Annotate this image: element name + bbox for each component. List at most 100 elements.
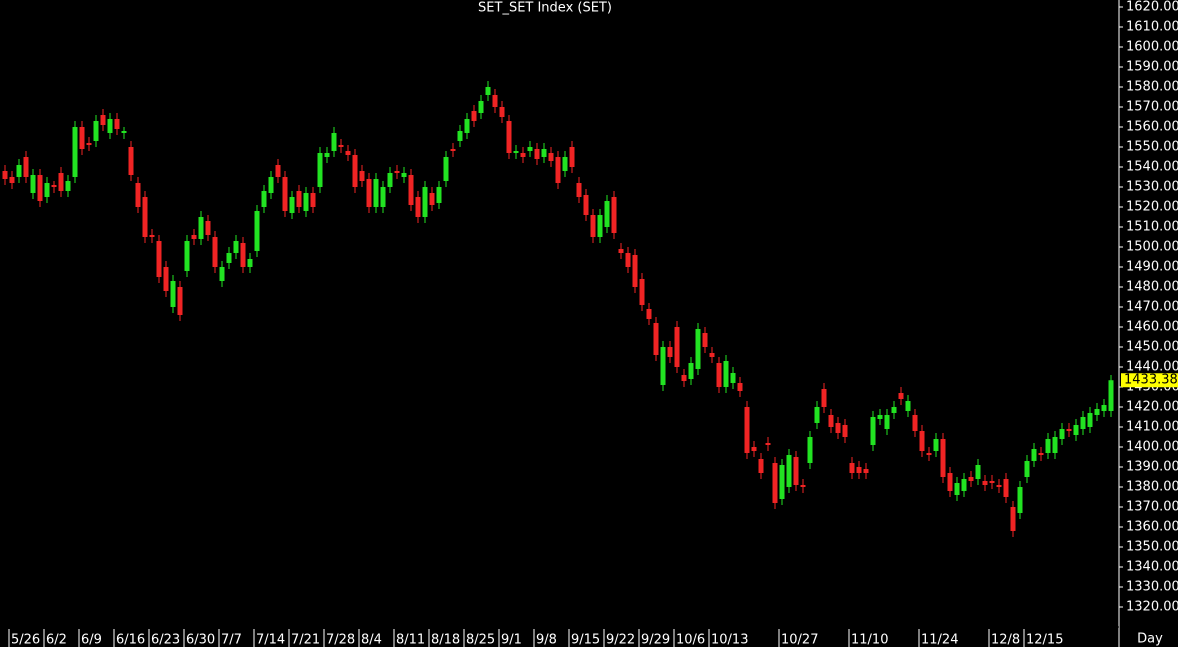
candle-body [51, 185, 57, 187]
candle-body [884, 415, 890, 429]
x-tick-label: 7/7 [221, 633, 242, 647]
candle-body [254, 211, 260, 251]
candle-body [982, 481, 988, 485]
candle-body [2, 171, 8, 179]
candle-body [513, 151, 519, 153]
candle-body [506, 121, 512, 153]
candle-body [758, 459, 764, 473]
candle-body [310, 193, 316, 207]
y-tick-label: 1420.00 [1126, 400, 1178, 415]
candle-body [415, 197, 421, 217]
candle-body [184, 241, 190, 271]
candle-body [191, 235, 197, 239]
y-tick-label: 1400.00 [1126, 440, 1178, 455]
candle-body [667, 347, 673, 357]
candle-body [1045, 439, 1051, 453]
candle-body [93, 121, 99, 141]
candle-body [751, 447, 757, 451]
candle-body [331, 133, 337, 151]
candle-body [898, 393, 904, 399]
x-tick-label: 7/28 [326, 633, 355, 647]
x-tick-label: 9/29 [641, 633, 670, 647]
y-tick-label: 1340.00 [1126, 560, 1178, 575]
candle-body [1003, 479, 1009, 497]
last-price-label: 1433.38 [1124, 373, 1178, 388]
candle-body [128, 147, 134, 175]
candle-body [226, 253, 232, 263]
candle-body [156, 241, 162, 277]
y-tick-label: 1620.00 [1126, 0, 1178, 15]
x-tick-label: 12/8 [991, 633, 1020, 647]
candle-body [863, 469, 869, 473]
candle-body [688, 363, 694, 379]
candle-body [275, 165, 281, 177]
candle-body [429, 193, 435, 205]
candle-body [1073, 425, 1079, 435]
candle-body [527, 147, 533, 151]
candle-body [373, 179, 379, 207]
x-tick-label: 10/6 [676, 633, 705, 647]
candle-body [1010, 507, 1016, 531]
candle-body [681, 375, 687, 381]
candle-body [562, 157, 568, 171]
y-tick-label: 1500.00 [1126, 240, 1178, 255]
candle-body [940, 439, 946, 477]
candle-body [548, 153, 554, 161]
candle-body [282, 177, 288, 211]
y-tick-label: 1600.00 [1126, 40, 1178, 55]
last-price-box [1121, 373, 1178, 388]
candle-body [317, 153, 323, 187]
candle-body [436, 187, 442, 203]
candle-body [653, 323, 659, 355]
x-tick-label: 7/21 [291, 633, 320, 647]
y-tick-label: 1330.00 [1126, 580, 1178, 595]
candle-body [618, 249, 624, 253]
candle-body [464, 119, 470, 133]
candle-body [737, 383, 743, 391]
candle-body [212, 237, 218, 267]
y-tick-label: 1610.00 [1126, 20, 1178, 35]
candle-body [1017, 487, 1023, 513]
candle-body [219, 267, 225, 281]
candle-body [37, 175, 43, 201]
y-tick-label: 1580.00 [1126, 80, 1178, 95]
candle-body [989, 481, 995, 483]
candle-body [86, 143, 92, 145]
candle-body [877, 415, 883, 419]
candle-body [520, 153, 526, 157]
candle-body [674, 327, 680, 367]
x-tick-label: 6/9 [81, 633, 102, 647]
y-tick-label: 1550.00 [1126, 140, 1178, 155]
x-tick-label: 10/27 [781, 633, 818, 647]
candle-body [443, 157, 449, 181]
candle-body [163, 267, 169, 291]
candle-body [1059, 429, 1065, 439]
candle-body [1101, 405, 1107, 411]
candle-body [625, 253, 631, 267]
y-tick-label: 1510.00 [1126, 220, 1178, 235]
candle-body [709, 353, 715, 357]
x-tick-label: 10/13 [711, 633, 748, 647]
candle-body [975, 465, 981, 479]
x-tick-label: 7/14 [256, 633, 285, 647]
candle-body [303, 193, 309, 211]
candle-body [1052, 437, 1058, 453]
x-tick-label: 6/30 [186, 633, 215, 647]
candle-body [933, 439, 939, 451]
candle-body [366, 179, 372, 207]
candle-body [79, 127, 85, 149]
candle-body [1094, 409, 1100, 415]
y-tick-label: 1410.00 [1126, 420, 1178, 435]
candle-body [72, 127, 78, 177]
candle-body [1038, 453, 1044, 455]
candle-body [135, 183, 141, 207]
candle-body [723, 361, 729, 387]
candle-body [478, 101, 484, 113]
candle-body [471, 111, 477, 121]
candle-body [793, 457, 799, 485]
candle-body [786, 455, 792, 487]
x-tick-label: 8/25 [466, 633, 495, 647]
x-axis-label: Day [1137, 632, 1163, 647]
candle-body [268, 177, 274, 193]
